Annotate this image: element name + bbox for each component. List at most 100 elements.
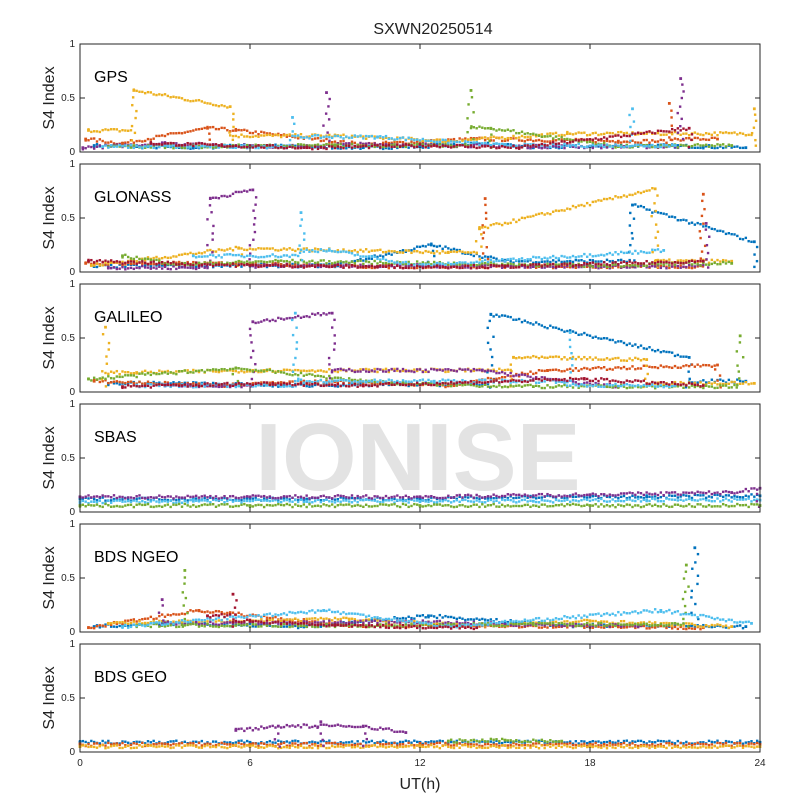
data-point [572,386,574,388]
data-point [699,223,701,225]
data-point [263,247,265,249]
data-point [240,263,242,265]
data-point [314,266,316,268]
data-point [753,382,756,385]
data-point [521,373,523,375]
data-point [558,134,560,136]
data-point [725,145,727,147]
data-point [450,146,452,148]
data-point [546,135,548,137]
data-point [558,369,560,371]
data-point [118,376,120,378]
data-point [110,267,112,269]
data-point [569,377,571,379]
data-point [212,146,214,148]
data-point [410,383,412,385]
data-point [235,261,237,263]
data-point [611,379,613,381]
data-point [745,381,747,383]
data-point [475,138,477,140]
data-point [651,211,653,213]
data-point [305,370,307,372]
data-point [597,337,599,339]
data-point [677,261,679,263]
data-point [484,142,486,144]
data-point [342,383,344,385]
data-point [133,144,135,146]
data-point [212,197,214,199]
data-point [342,266,344,268]
data-point [575,264,577,266]
data-point [572,380,574,382]
data-point [623,194,625,196]
data-point [546,260,548,262]
data-point [495,129,497,131]
data-point [385,382,387,384]
data-point [410,381,412,383]
data-point [172,261,174,263]
data-point [107,261,109,263]
data-point [679,264,681,266]
data-point [458,250,460,252]
data-point [521,321,523,323]
data-point [325,135,327,137]
data-point [688,266,690,268]
data-point [705,228,707,230]
data-point [342,379,344,381]
data-point [640,262,642,264]
data-point [271,319,273,321]
data-point [660,139,662,141]
data-point [620,340,622,342]
data-point [113,266,115,268]
data-point [552,326,554,328]
data-point [317,264,319,266]
data-point [583,146,585,148]
data-point [614,141,616,143]
data-point [342,147,344,149]
data-point [484,381,486,383]
data-point [407,146,409,148]
data-point [543,257,545,259]
data-point [535,372,537,374]
data-point [634,385,636,387]
data-point [614,261,616,263]
data-point [450,263,452,265]
data-point [274,146,276,148]
data-point [172,96,174,98]
data-point [747,240,749,242]
data-point [175,144,177,146]
data-point [405,146,407,148]
data-point [594,141,596,143]
data-point [475,147,477,149]
data-point [365,138,367,140]
data-point [495,147,497,149]
data-point [611,339,613,341]
data-point [702,387,704,389]
data-point [594,266,596,268]
data-point [328,266,330,268]
data-point [331,262,333,264]
data-point [354,145,356,147]
data-point [566,207,568,209]
data-point [628,386,630,388]
data-point [365,381,367,383]
data-point [110,140,112,142]
data-point [498,315,500,317]
data-point [640,192,642,194]
data-point [685,137,687,139]
data-point [144,370,146,372]
data-point [629,244,631,246]
data-point [668,130,670,132]
data-point [147,91,149,93]
data-point [702,384,705,387]
data-point [492,370,494,372]
data-point [653,202,655,204]
data-point [583,384,585,386]
data-point [322,124,324,126]
data-point [606,369,608,371]
data-point [549,325,551,327]
data-point [679,144,681,146]
data-point [628,250,630,252]
data-point [682,260,684,262]
